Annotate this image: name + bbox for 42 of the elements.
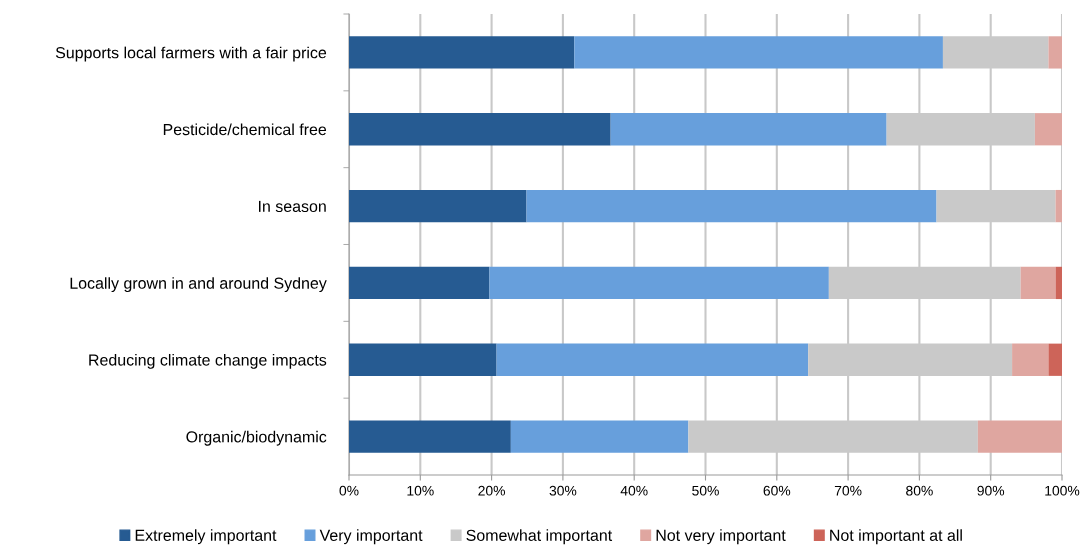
x-tick-label: 50% [692, 485, 719, 496]
bar [610, 113, 887, 146]
x-tick-label: 0% [339, 485, 359, 496]
x-tick-label: 10% [407, 485, 434, 496]
y-tick-label: Locally grown in and around Sydney [70, 277, 327, 293]
bar [349, 420, 511, 453]
bar [496, 343, 809, 376]
bar [489, 266, 829, 300]
bar [349, 266, 490, 300]
legend-label: Very important [319, 529, 423, 545]
y-tick-label: Reducing climate change impacts [89, 353, 327, 369]
y-tick-label: Pesticide/chemical free [163, 123, 327, 136]
bar [574, 36, 943, 69]
bar [1034, 113, 1062, 146]
legend-label: Not very important [656, 529, 786, 545]
bar [1055, 189, 1062, 223]
bar [1048, 36, 1062, 69]
x-tick-label: 90% [977, 485, 1005, 496]
legend-label: Not important at all [830, 529, 962, 545]
x-tick-label: 60% [763, 485, 791, 496]
bar [349, 113, 611, 146]
bar [1012, 343, 1049, 376]
bar [510, 420, 689, 453]
bar [349, 343, 497, 376]
bar [349, 36, 575, 69]
x-tick-label: 30% [549, 485, 577, 496]
x-tick-label: 40% [620, 485, 648, 496]
legend-label: Somewhat important [466, 529, 613, 545]
x-tick-label: 80% [906, 485, 933, 496]
x-tick-label: 100% [1045, 485, 1080, 496]
y-tick-label: Organic/biodynamic [186, 430, 327, 446]
bar [1055, 266, 1062, 300]
legend-label: Extremely important [135, 529, 277, 545]
bar [349, 189, 527, 223]
y-tick-label: Supports local farmers with a fair price [55, 46, 327, 62]
bar [1020, 266, 1056, 300]
y-tick-label: In season [259, 200, 326, 213]
bar [977, 420, 1062, 453]
x-tick-label: 20% [478, 485, 506, 496]
bar [526, 189, 937, 223]
x-tick-label: 70% [834, 485, 862, 496]
bar [1048, 343, 1062, 376]
